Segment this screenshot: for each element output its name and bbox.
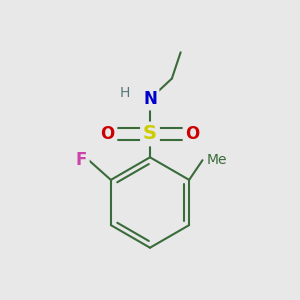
Text: F: F (76, 151, 87, 169)
Text: H: H (120, 86, 130, 100)
Text: N: N (143, 90, 157, 108)
Text: S: S (143, 124, 157, 143)
Text: O: O (100, 125, 115, 143)
Text: Me: Me (207, 153, 227, 167)
Text: O: O (185, 125, 200, 143)
